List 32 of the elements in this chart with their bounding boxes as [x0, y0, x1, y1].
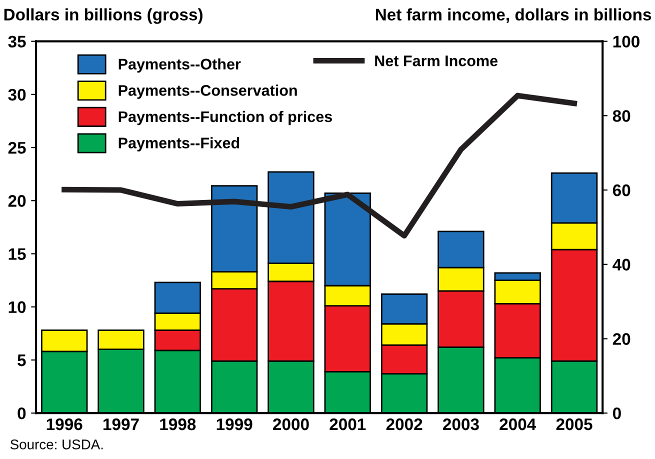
y-tick-label: 30 — [8, 88, 26, 101]
y-tick-label: 0 — [18, 408, 26, 420]
x-tick-label: 2004 — [500, 418, 536, 430]
y2-tick-label: 40 — [612, 258, 630, 271]
y-tick-label: 35 — [8, 36, 26, 48]
y-tick-label: 25 — [8, 142, 26, 154]
legend-label: Payments--Function of prices — [118, 110, 332, 126]
legend-label: Net Farm Income — [375, 56, 498, 66]
y-axis-title: Dollars in billions (gross) — [4, 8, 202, 24]
source-note: Source: USDA. — [10, 440, 103, 450]
y-tick-label: 15 — [8, 248, 26, 260]
x-tick-label: 1997 — [104, 418, 139, 430]
y-tick-label: 20 — [8, 195, 26, 207]
y2-axis-title: Net farm income, dollars in billions — [376, 8, 652, 23]
x-tick-label: 1998 — [160, 418, 196, 430]
x-tick-label: 2005 — [556, 418, 592, 430]
legend-label: Payments--Fixed — [118, 137, 240, 152]
legend-label: Payments--Conservation — [118, 84, 297, 99]
y2-tick-label: 20 — [612, 333, 630, 345]
y-tick-label: 5 — [18, 354, 26, 366]
y-tick-label: 10 — [8, 301, 26, 314]
x-tick-label: 2000 — [273, 418, 309, 430]
y2-tick-label: 60 — [612, 184, 630, 196]
x-tick-label: 1999 — [216, 418, 252, 430]
y2-tick-label: 100 — [613, 36, 640, 48]
y2-tick-label: 0 — [612, 408, 621, 420]
x-tick-label: 2002 — [386, 418, 422, 430]
x-tick-label: 2001 — [330, 418, 366, 430]
y2-tick-label: 80 — [612, 110, 630, 122]
legend-label: Payments--Other — [118, 58, 241, 73]
x-tick-label: 2003 — [443, 418, 479, 430]
x-tick-label: 1996 — [46, 418, 82, 430]
